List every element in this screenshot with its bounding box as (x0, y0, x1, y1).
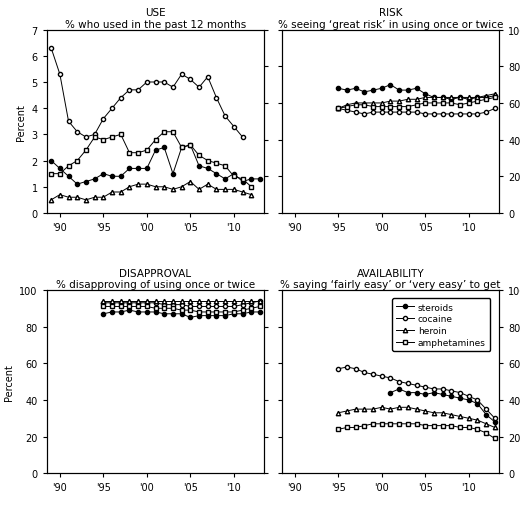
cocaine (413, 382, 420, 388)
amphetamines (465, 425, 472, 431)
amphetamines (474, 427, 480, 433)
cocaine (431, 386, 437, 392)
heroin (431, 410, 437, 416)
heroin (474, 417, 480, 423)
steroids (431, 390, 437, 396)
Title: DISAPPROVAL
% disapproving of using once or twice: DISAPPROVAL % disapproving of using once… (56, 268, 255, 290)
cocaine (387, 375, 394, 381)
cocaine (422, 384, 428, 390)
steroids (465, 397, 472, 403)
cocaine (361, 370, 368, 376)
heroin (396, 405, 402, 411)
steroids (474, 401, 480, 407)
steroids (448, 393, 454, 400)
amphetamines (379, 421, 385, 427)
heroin (483, 421, 489, 427)
cocaine (465, 393, 472, 400)
heroin (413, 406, 420, 412)
amphetamines (335, 427, 341, 433)
heroin (465, 415, 472, 421)
cocaine (448, 388, 454, 394)
cocaine (439, 386, 446, 392)
amphetamines (492, 436, 498, 442)
cocaine (396, 379, 402, 385)
Line: steroids: steroids (388, 387, 497, 424)
Title: RISK
% seeing ‘great risk’ in using once or twice: RISK % seeing ‘great risk’ in using once… (278, 8, 503, 30)
amphetamines (483, 430, 489, 436)
amphetamines (422, 423, 428, 429)
amphetamines (413, 421, 420, 427)
cocaine (344, 364, 350, 370)
amphetamines (353, 425, 359, 431)
steroids (396, 386, 402, 392)
amphetamines (370, 421, 376, 427)
Title: USE
% who used in the past 12 months: USE % who used in the past 12 months (65, 8, 246, 30)
amphetamines (457, 425, 463, 431)
cocaine (483, 406, 489, 412)
steroids (387, 390, 394, 396)
Line: cocaine: cocaine (336, 365, 497, 420)
amphetamines (405, 421, 411, 427)
heroin (335, 410, 341, 416)
cocaine (474, 397, 480, 403)
steroids (457, 395, 463, 402)
amphetamines (448, 423, 454, 429)
heroin (448, 412, 454, 418)
steroids (405, 390, 411, 396)
Line: heroin: heroin (336, 405, 497, 430)
heroin (387, 406, 394, 412)
amphetamines (439, 423, 446, 429)
heroin (353, 406, 359, 412)
cocaine (353, 366, 359, 372)
heroin (361, 406, 368, 412)
amphetamines (361, 423, 368, 429)
steroids (439, 391, 446, 398)
Line: amphetamines: amphetamines (336, 422, 497, 441)
heroin (439, 410, 446, 416)
heroin (457, 414, 463, 420)
amphetamines (396, 421, 402, 427)
heroin (370, 406, 376, 412)
cocaine (335, 366, 341, 372)
cocaine (379, 373, 385, 379)
cocaine (370, 372, 376, 378)
amphetamines (387, 421, 394, 427)
steroids (422, 391, 428, 398)
cocaine (457, 390, 463, 396)
steroids (413, 390, 420, 396)
steroids (492, 419, 498, 425)
cocaine (405, 381, 411, 387)
heroin (344, 408, 350, 414)
Y-axis label: Percent: Percent (4, 363, 14, 400)
heroin (492, 425, 498, 431)
heroin (379, 405, 385, 411)
amphetamines (344, 425, 350, 431)
Y-axis label: Percent: Percent (16, 104, 26, 140)
cocaine (492, 415, 498, 421)
amphetamines (431, 423, 437, 429)
steroids (483, 412, 489, 418)
Title: AVAILABILITY
% saying ‘fairly easy’ or ‘very easy’ to get: AVAILABILITY % saying ‘fairly easy’ or ‘… (280, 268, 501, 290)
heroin (405, 405, 411, 411)
Legend: steroids, cocaine, heroin, amphetamines: steroids, cocaine, heroin, amphetamines (392, 299, 490, 352)
heroin (422, 408, 428, 414)
